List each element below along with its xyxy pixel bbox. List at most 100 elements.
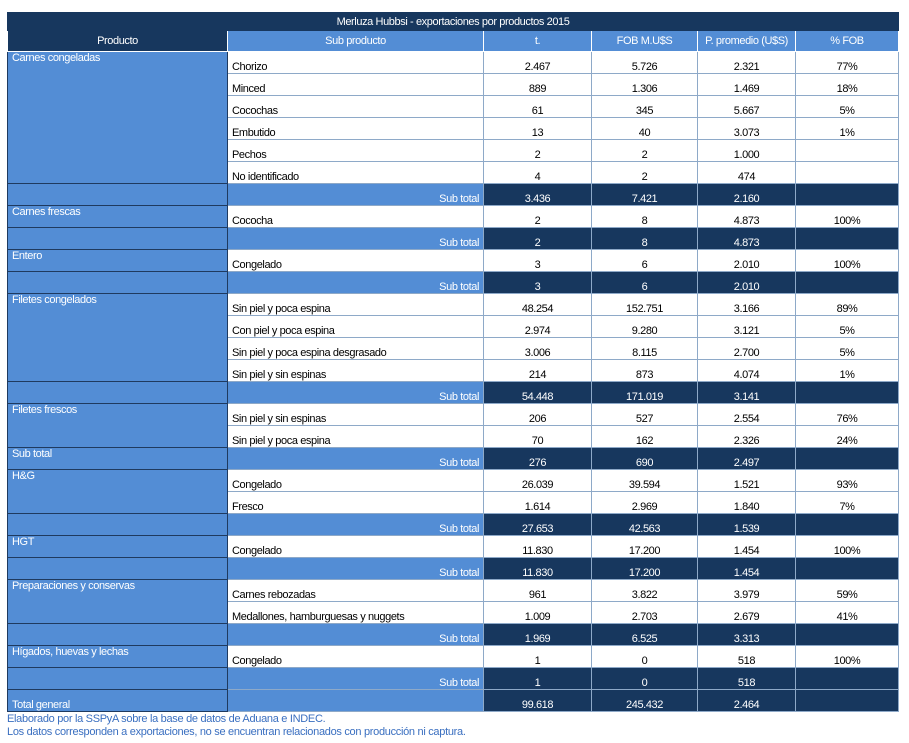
table-row: Preparaciones y conservas Carnes rebozada… bbox=[7, 579, 900, 624]
header-precio-promedio: P. promedio (U$S) bbox=[697, 30, 796, 52]
header-pct-fob: % FOB bbox=[794, 30, 900, 52]
sub-product-cell: No identificado bbox=[227, 161, 484, 184]
subtotal-label: Sub total bbox=[227, 381, 484, 404]
header-row: Producto Sub producto t. FOB M.U$S P. pr… bbox=[7, 30, 900, 52]
header-producto: Producto bbox=[7, 30, 228, 52]
total-label: Total general bbox=[7, 689, 228, 712]
table-row: Sin piel y poca espina desgrasado 3.006 8.… bbox=[8, 337, 900, 360]
subtotal-product-cell bbox=[7, 513, 228, 536]
subtotal-pct-fob bbox=[794, 447, 900, 470]
fob-cell: 2.969 bbox=[591, 491, 698, 514]
subtotal-label: Sub total bbox=[227, 557, 484, 580]
table-row: Pechos 2 2 1.000 bbox=[8, 139, 900, 162]
footnote-source: Elaborado por la SSPyA sobre la base de … bbox=[7, 713, 326, 725]
subtotal-avg-price: 518 bbox=[697, 667, 796, 690]
subtotal-product-cell bbox=[7, 271, 228, 294]
title-row: Merluza Hubbsi - exportaciones por produ… bbox=[6, 12, 900, 31]
avg-price-cell: 3.073 bbox=[697, 117, 796, 140]
table-row: Embutido 13 40 3.073 1% bbox=[8, 117, 900, 140]
subtotal-product-cell bbox=[7, 227, 228, 250]
tons-cell: 961 bbox=[483, 579, 592, 602]
pct-fob-cell: 5% bbox=[794, 315, 900, 338]
subtotal-tons: 27.653 bbox=[483, 513, 592, 536]
subtotal-label: Sub total bbox=[227, 623, 484, 646]
table-row: Sin piel y poca espina 70 162 2.326 24% bbox=[8, 425, 900, 448]
table-row: Fresco 1.614 2.969 1.840 7% bbox=[8, 491, 900, 514]
pct-fob-cell: 41% bbox=[794, 601, 900, 624]
table-row: Carnes congeladas Chorizo 2.467 5.726 2.321 7… bbox=[7, 51, 900, 184]
subtotal-row: Sub total 27.653 42.563 1.539 bbox=[7, 513, 900, 536]
avg-price-cell: 4.074 bbox=[697, 359, 796, 382]
subtotal-row: Sub total 3 6 2.010 bbox=[7, 271, 900, 294]
subtotal-pct-fob bbox=[794, 183, 900, 206]
tons-cell: 889 bbox=[483, 73, 592, 96]
pct-fob-cell: 100% bbox=[794, 249, 900, 272]
product-cell: Hígados, huevas y lechas bbox=[7, 645, 228, 668]
subtotal-fob: 171.019 bbox=[591, 381, 698, 404]
tons-cell: 4 bbox=[483, 161, 592, 184]
subtotal-tons: 54.448 bbox=[483, 381, 592, 404]
pct-fob-cell: 18% bbox=[794, 73, 900, 96]
exports-table: Merluza Hubbsi - exportaciones por produ… bbox=[6, 12, 900, 712]
avg-price-cell: 518 bbox=[697, 645, 796, 668]
pct-fob-cell bbox=[794, 139, 900, 162]
sub-product-cell: Sin piel y poca espina bbox=[227, 293, 484, 316]
tons-cell: 214 bbox=[483, 359, 592, 382]
subtotal-label: Sub total bbox=[227, 513, 484, 536]
tons-cell: 1.009 bbox=[483, 601, 592, 624]
subtotal-avg-price: 1.539 bbox=[697, 513, 796, 536]
subtotal-row: Sub total 11.830 17.200 1.454 bbox=[7, 557, 900, 580]
subtotal-fob: 690 bbox=[591, 447, 698, 470]
fob-cell: 2 bbox=[591, 139, 698, 162]
pct-fob-cell: 77% bbox=[794, 51, 900, 74]
pct-fob-cell: 93% bbox=[794, 469, 900, 492]
header-sub-producto: Sub producto bbox=[227, 30, 484, 52]
subtotal-tons: 2 bbox=[483, 227, 592, 250]
subtotal-label: Sub total bbox=[227, 227, 484, 250]
fob-cell: 345 bbox=[591, 95, 698, 118]
product-cell: H&G bbox=[7, 469, 228, 514]
sub-product-cell: Sin piel y sin espinas bbox=[227, 403, 484, 426]
avg-price-cell: 1.521 bbox=[697, 469, 796, 492]
tons-cell: 13 bbox=[483, 117, 592, 140]
product-cell: Carnes congeladas bbox=[7, 51, 228, 184]
subtotal-tons: 276 bbox=[483, 447, 592, 470]
avg-price-cell: 2.326 bbox=[697, 425, 796, 448]
subtotal-fob: 8 bbox=[591, 227, 698, 250]
tons-cell: 48.254 bbox=[483, 293, 592, 316]
footnotes: Elaborado por la SSPyA sobre la base de … bbox=[7, 713, 898, 739]
tons-cell: 206 bbox=[483, 403, 592, 426]
pct-fob-cell: 7% bbox=[794, 491, 900, 514]
sub-product-cell: Carnes rebozadas bbox=[227, 579, 484, 602]
tons-cell: 3.006 bbox=[483, 337, 592, 360]
table-row: Medallones, hamburguesas y nuggets 1.009 2… bbox=[8, 601, 900, 624]
fob-cell: 162 bbox=[591, 425, 698, 448]
fob-cell: 8 bbox=[591, 205, 698, 228]
sub-product-cell: Congelado bbox=[227, 535, 484, 558]
subtotal-tons: 1.969 bbox=[483, 623, 592, 646]
total-pct-fob bbox=[794, 689, 900, 712]
table-row: Filetes congelados Sin piel y poca espina… bbox=[7, 293, 900, 382]
subtotal-tons: 3.436 bbox=[483, 183, 592, 206]
fob-cell: 3.822 bbox=[591, 579, 698, 602]
product-cell: Filetes frescos bbox=[7, 403, 228, 448]
fob-cell: 2.703 bbox=[591, 601, 698, 624]
tons-cell: 11.830 bbox=[483, 535, 592, 558]
fob-cell: 1.306 bbox=[591, 73, 698, 96]
sub-product-cell: Congelado bbox=[227, 469, 484, 492]
subtotal-pct-fob bbox=[794, 381, 900, 404]
sub-product-cell: Minced bbox=[227, 73, 484, 96]
tons-cell: 3 bbox=[483, 249, 592, 272]
fob-cell: 152.751 bbox=[591, 293, 698, 316]
pct-fob-cell: 24% bbox=[794, 425, 900, 448]
table-row: Filetes frescos Sin piel y sin espinas 206… bbox=[7, 403, 900, 448]
avg-price-cell: 2.010 bbox=[697, 249, 796, 272]
pct-fob-cell: 59% bbox=[794, 579, 900, 602]
subtotal-label: Sub total bbox=[227, 667, 484, 690]
total-avg-price: 2.464 bbox=[697, 689, 796, 712]
subtotal-avg-price: 3.313 bbox=[697, 623, 796, 646]
product-cell: Carnes frescas bbox=[7, 205, 228, 228]
subtotal-row: Sub total 3.436 7.421 2.160 bbox=[7, 183, 900, 206]
fob-cell: 2 bbox=[591, 161, 698, 184]
tons-cell: 1.614 bbox=[483, 491, 592, 514]
